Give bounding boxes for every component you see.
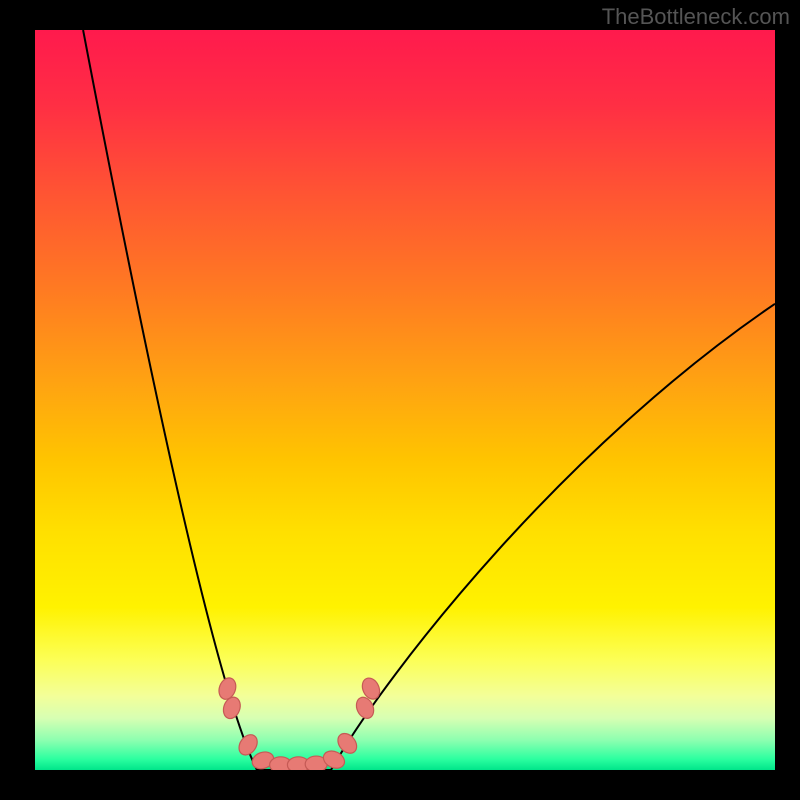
chart-frame: { "meta": { "watermark_text": "TheBottle…	[0, 0, 800, 800]
watermark-text: TheBottleneck.com	[602, 4, 790, 30]
gradient-background	[35, 30, 775, 770]
bottleneck-chart	[0, 0, 800, 800]
